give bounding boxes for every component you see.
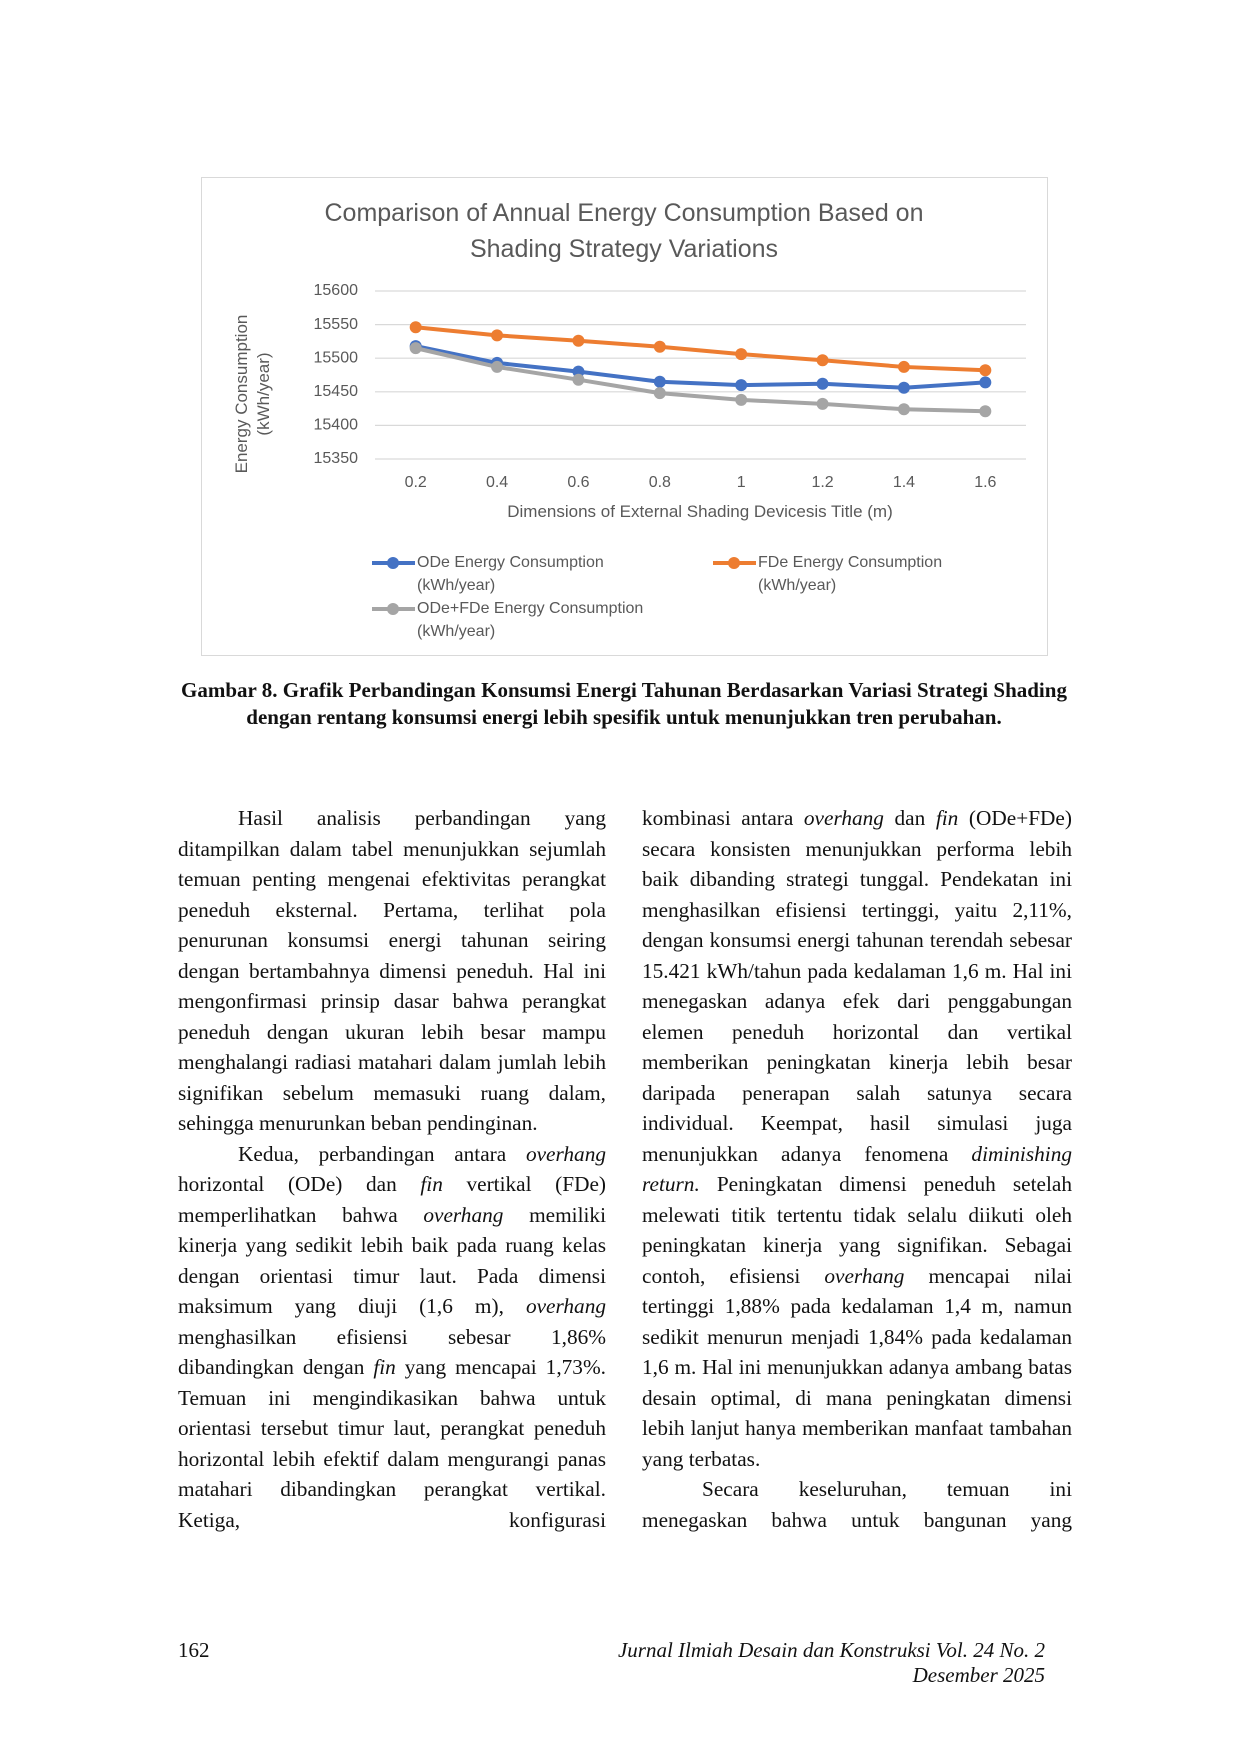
text-run: Secara keseluruhan, temuan ini menegaska… [642, 1477, 1072, 1532]
legend-label: FDe Energy Consumption (kWh/year) [758, 554, 943, 594]
italic-term: fin [420, 1172, 443, 1196]
data-point [735, 348, 748, 361]
page-number: 162 [178, 1638, 210, 1662]
text-run: (ODe+FDe) secara konsisten menunjukkan p… [642, 806, 1072, 1166]
text-run: vertikal (FDe) memperlihatkan bahwa [178, 1172, 606, 1227]
x-tick-label: 1.4 [893, 474, 915, 491]
legend-marker [387, 557, 399, 569]
italic-term: fin [935, 806, 959, 830]
data-point [816, 377, 829, 390]
journal-name: Jurnal Ilmiah Desain dan Konstruksi Vol.… [617, 1638, 1045, 1687]
text-run: Peningkatan dimensi peneduh setelah mele… [642, 1172, 1072, 1288]
data-point [897, 403, 910, 416]
x-tick-label: 1.2 [811, 474, 833, 491]
y-tick-label: 15450 [314, 383, 359, 400]
text-run: yang mencapai 1,73%. Temuan ini mengindi… [178, 1355, 607, 1532]
x-tick-label: 1 [737, 474, 746, 491]
figure-caption: Gambar 8. Grafik Perbandingan Konsumsi E… [181, 678, 1067, 729]
data-point [816, 397, 829, 410]
y-tick-label: 15500 [314, 349, 359, 366]
italic-term: overhang [803, 806, 884, 830]
data-point [979, 405, 992, 418]
text-run: Kedua, perbandingan antara [238, 1141, 526, 1166]
x-tick-label: 0.2 [405, 474, 427, 491]
text-column: kombinasi antara overhang dan fin (ODe+F… [642, 803, 1072, 1535]
x-tick-label: 1.6 [974, 474, 996, 491]
y-tick-label: 15600 [314, 282, 359, 299]
italic-term: fin [373, 1355, 396, 1379]
data-point [572, 373, 585, 386]
series-line [415, 325, 986, 373]
series-line [415, 346, 986, 414]
x-tick-label: 0.8 [649, 474, 671, 491]
legend-marker [387, 603, 399, 615]
text-run: horizontal (ODe) dan [178, 1172, 421, 1196]
paragraph: Hasil analisis perbandingan yang ditampi… [178, 803, 606, 1139]
text-run: menghasilkan efisiensi sebesar 1,86% dib… [178, 1324, 606, 1380]
y-tick-label: 15350 [314, 450, 359, 467]
data-point [409, 342, 422, 355]
data-point [491, 360, 504, 373]
italic-term: diminishing return. [642, 1141, 1072, 1197]
italic-term: overhang [525, 1141, 606, 1166]
data-point [735, 379, 748, 392]
y-tick-label: 15550 [314, 316, 359, 333]
series-line [415, 344, 986, 390]
text-run: dan [883, 806, 936, 830]
data-point [897, 381, 910, 394]
data-point [653, 340, 666, 353]
chart-frame [201, 177, 1048, 656]
chart-title: Comparison of Annual Energy Consumption … [324, 199, 924, 263]
data-point [491, 329, 504, 342]
italic-term: overhang [824, 1263, 905, 1288]
data-point [735, 393, 748, 406]
data-point [816, 354, 829, 367]
data-point [653, 375, 666, 388]
data-point [409, 321, 422, 334]
data-point [653, 387, 666, 400]
data-point [979, 376, 992, 389]
italic-term: overhang [525, 1294, 606, 1318]
x-tick-label: 0.4 [486, 474, 508, 491]
y-tick-label: 15400 [314, 417, 359, 434]
x-tick-label: 0.6 [567, 474, 589, 491]
paragraph: Secara keseluruhan, temuan ini menegaska… [642, 1474, 1072, 1535]
y-axis-title: Energy Consumption (kWh/year) [232, 314, 273, 474]
legend-label: ODe Energy Consumption (kWh/year) [417, 554, 604, 594]
data-point [897, 360, 910, 373]
legend-label: ODe+FDe Energy Consumption (kWh/year) [417, 600, 644, 640]
legend-marker [728, 557, 740, 569]
text-run: kombinasi antara [642, 806, 804, 830]
text-column: Hasil analisis perbandingan yang ditampi… [178, 803, 606, 1535]
data-point [572, 334, 585, 347]
data-point [979, 364, 992, 377]
text-run: memiliki kinerja yang sedikit lebih baik… [178, 1202, 606, 1319]
italic-term: overhang [423, 1202, 504, 1227]
paragraph: Kedua, perbandingan antara overhang hori… [178, 1139, 606, 1536]
text-run: Hasil analisis perbandingan yang ditampi… [178, 806, 606, 1135]
text-run: mencapai nilai tertinggi 1,88% pada keda… [642, 1263, 1072, 1471]
paragraph: kombinasi antara overhang dan fin (ODe+F… [642, 803, 1072, 1474]
x-axis-title: Dimensions of External Shading Devicesis… [507, 502, 893, 521]
